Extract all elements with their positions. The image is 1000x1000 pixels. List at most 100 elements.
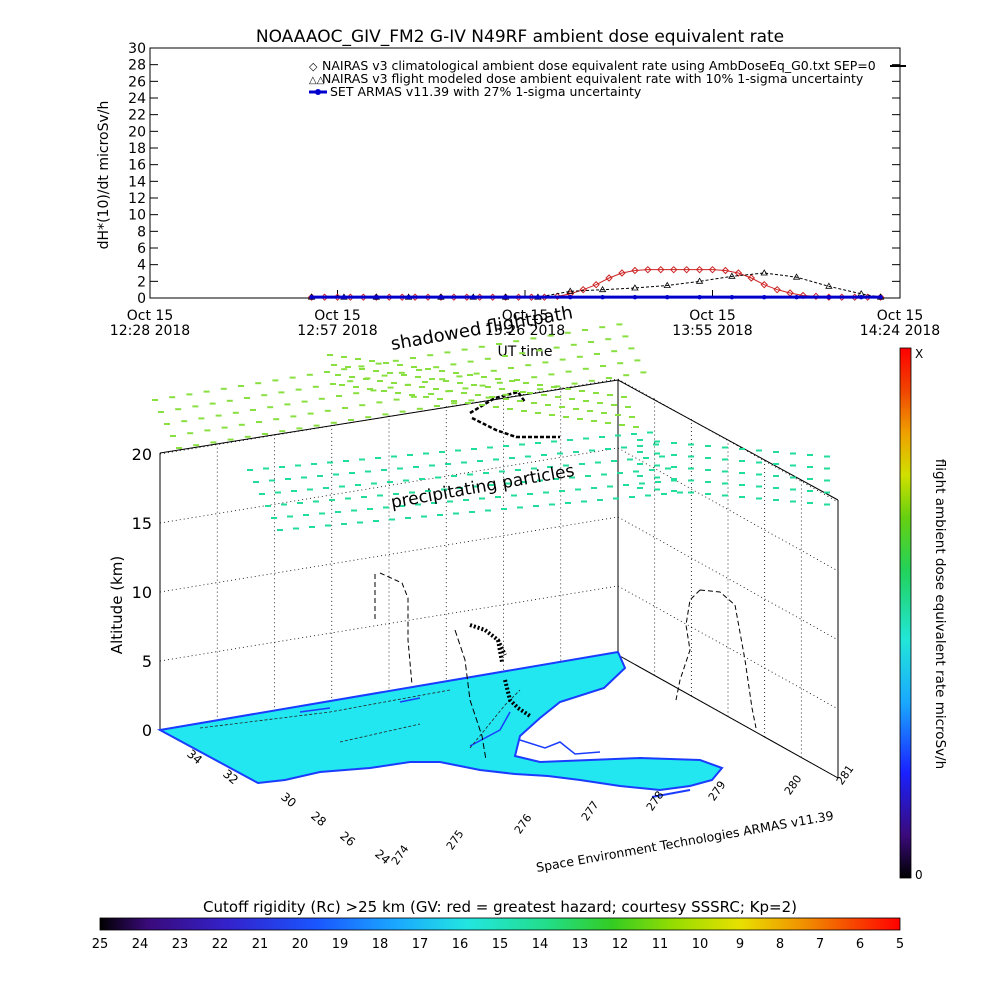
data-point-armas: [535, 294, 541, 300]
data-point-climatological: [644, 265, 652, 274]
longitude-tick-label: 274: [389, 843, 412, 868]
y-tick-label: 26: [128, 74, 146, 90]
gridline-side-wall: [617, 447, 839, 572]
state-boundaries: [199, 689, 521, 749]
data-point-armas: [471, 294, 476, 300]
latitude-tick-label: 28: [308, 809, 329, 830]
data-point-armas: [826, 294, 832, 300]
legend-marker-armas: [315, 89, 321, 95]
x-tick-label-line2: 13:55 2018: [672, 323, 752, 339]
altitude-axis-ticks: 0 5 10 15 20: [132, 445, 152, 740]
longitude-tick-label: 280: [782, 773, 805, 798]
series-layer: [307, 265, 885, 301]
y-tick-label: 2: [137, 274, 146, 290]
shadow-path-right-wall: [675, 589, 757, 729]
cutoff-colorbar-bar: [99, 917, 901, 931]
cutoff-tick-label: 15: [492, 937, 509, 952]
altitude-axis-label: Altitude (km): [108, 556, 126, 654]
data-point-climatological: [579, 285, 587, 294]
data-point-armas: [762, 294, 767, 300]
shadow-path-left-wall: [374, 572, 413, 686]
shadow-path-back: [454, 629, 487, 761]
data-point-flight-modeled: [728, 272, 736, 279]
data-point-flight-modeled: [631, 284, 639, 291]
precipitating-particles-lower: [247, 431, 830, 531]
cutoff-colorbar-label: Cutoff rigidity (Rc) >25 km (GV: red = g…: [203, 898, 797, 916]
cutoff-tick-label: 11: [652, 937, 669, 952]
data-point-climatological: [760, 280, 768, 289]
longitude-tick-label: 278: [644, 789, 667, 814]
data-point-climatological: [708, 265, 717, 274]
altitude-3d-panel: shadowed flightpath precipitating partic…: [108, 302, 856, 875]
longitude-tick-label: 281: [834, 763, 857, 788]
altitude-tick-label: 0: [142, 721, 152, 740]
x-tick-label-line1: Oct 15: [877, 308, 923, 324]
cutoff-tick-label: 7: [816, 937, 824, 952]
x-tick-label-line1: Oct 15: [314, 308, 360, 324]
latitude-tick-label: 26: [337, 829, 358, 850]
y-tick-label: 0: [137, 291, 146, 307]
legend-label-climatological: NAIRAS v3 climatological ambient dose eq…: [322, 58, 876, 73]
cutoff-tick-label: 23: [172, 937, 189, 952]
cutoff-tick-label: 18: [372, 937, 389, 952]
data-point-climatological: [812, 292, 820, 301]
altitude-tick-label: 20: [132, 445, 152, 464]
x-tick-label-line2: 13:26 2018: [485, 323, 565, 339]
y-tick-label: 6: [137, 241, 146, 257]
y-tick-label: 12: [128, 191, 146, 207]
cutoff-tick-label: 24: [132, 937, 149, 952]
data-point-flight-modeled: [760, 269, 768, 276]
latitude-tick-label: 30: [278, 790, 299, 811]
cutoff-tick-label: 25: [92, 937, 109, 952]
x-tick-label-line1: Oct 15: [127, 308, 173, 324]
data-point-climatological: [669, 265, 678, 274]
data-point-armas: [438, 294, 444, 300]
legend: ◇ NAIRAS v3 climatological ambient dose …: [309, 58, 906, 99]
cutoff-tick-label: 12: [612, 937, 629, 952]
data-point-armas: [503, 294, 508, 300]
rate-colorbar-max-label: X: [915, 347, 923, 361]
precipitating-particles-upper: [152, 323, 647, 449]
cutoff-tick-label: 8: [776, 937, 784, 952]
data-point-flight-modeled: [663, 281, 671, 288]
data-point-climatological: [721, 266, 730, 275]
data-point-armas: [309, 294, 314, 300]
x-tick-label-line2: 12:57 2018: [297, 323, 377, 339]
longitude-tick-label: 279: [706, 779, 729, 804]
cutoff-colorbar-ticks: 25 24 23 22 21 20 19 18 17 16 15 14 13 12 11 10 9 8 7 6 5: [92, 937, 904, 952]
data-point-flight-modeled: [566, 287, 574, 294]
legend-entry-armas: SET ARMAS v11.39 with 27% 1-sigma uncert…: [309, 84, 642, 99]
y-tick-label: 10: [128, 208, 146, 224]
gridline-side-wall: [617, 516, 839, 641]
series-line-1: [311, 269, 881, 298]
legend-label-armas: SET ARMAS v11.39 with 27% 1-sigma uncert…: [330, 84, 642, 99]
longitude-tick-label: 275: [444, 828, 467, 853]
y-tick-label: 16: [128, 158, 146, 174]
data-point-armas: [697, 294, 702, 300]
data-point-climatological: [734, 269, 743, 277]
gridline-back-wall: [159, 447, 619, 524]
cutoff-tick-label: 14: [532, 937, 549, 952]
cutoff-tick-label: 22: [212, 937, 229, 952]
y-tick-label: 18: [128, 141, 146, 157]
y-tick-label: 24: [128, 91, 146, 107]
data-point-armas: [794, 294, 799, 300]
altitude-tick-label: 15: [132, 514, 152, 533]
data-point-climatological: [605, 274, 613, 282]
data-point-climatological: [773, 285, 781, 294]
legend-marker-triangle: △△: [309, 75, 325, 86]
shadow-path-top: [469, 390, 560, 439]
y-tick-label: 20: [128, 124, 146, 140]
y-tick-label: 30: [128, 41, 146, 57]
cutoff-tick-label: 13: [572, 937, 589, 952]
cutoff-tick-label: 16: [452, 937, 469, 952]
x-tick-label-line2: 12:28 2018: [110, 323, 190, 339]
altitude-tick-label: 10: [132, 583, 152, 602]
data-point-armas: [632, 294, 638, 300]
longitude-tick-label: 277: [579, 799, 602, 824]
data-point-armas: [859, 294, 864, 300]
x-axis-label: UT time: [498, 344, 553, 360]
legend-entry-climatological: ◇ NAIRAS v3 climatological ambient dose …: [309, 58, 906, 73]
